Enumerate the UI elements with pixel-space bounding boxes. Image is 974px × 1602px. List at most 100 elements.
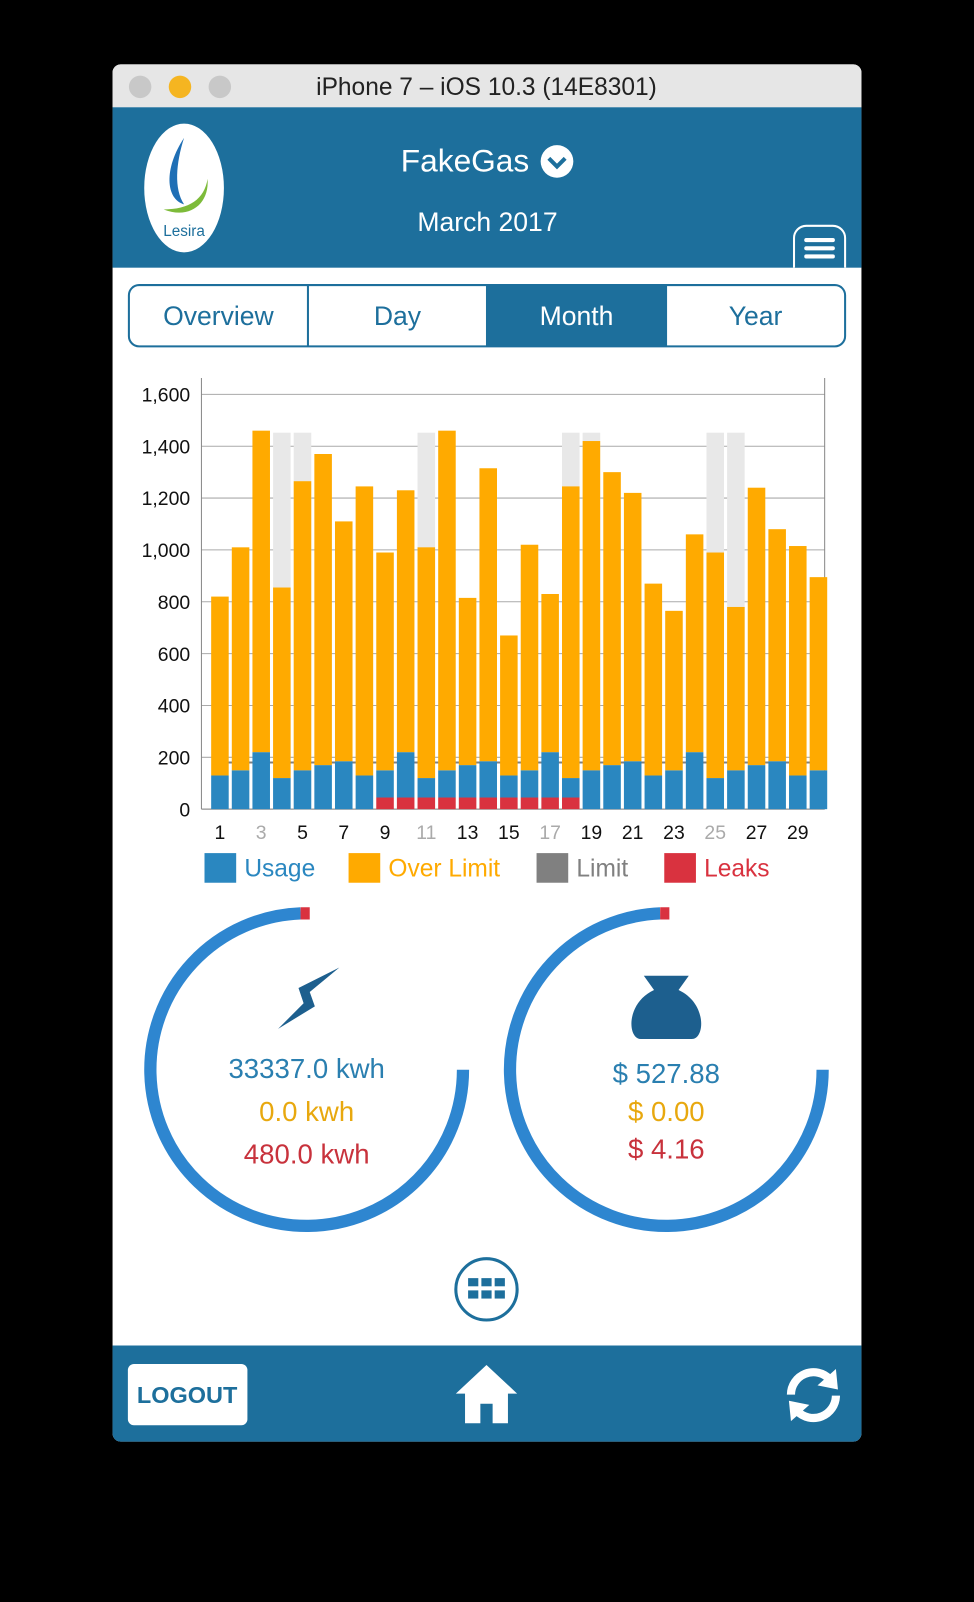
legend-label[interactable]: Leaks xyxy=(704,856,769,883)
logout-button[interactable] xyxy=(127,1363,248,1426)
gauge-over: 0.0 kwh xyxy=(259,1096,354,1127)
bar-segment xyxy=(376,770,394,798)
legend-swatch xyxy=(536,853,569,883)
x-tick-label: 17 xyxy=(539,822,561,844)
bar-segment xyxy=(479,797,497,810)
home-button[interactable] xyxy=(455,1364,518,1424)
legend-label[interactable]: Over Limit xyxy=(388,856,500,883)
bar-segment xyxy=(231,547,250,771)
refresh-arrow xyxy=(788,1400,810,1422)
bar-segment xyxy=(789,775,807,810)
bar-segment xyxy=(458,797,477,810)
bar-segment xyxy=(479,468,497,762)
bar-segment xyxy=(438,770,456,798)
bar-segment xyxy=(211,596,229,776)
legend-label[interactable]: Limit xyxy=(576,856,628,883)
legend-swatch xyxy=(348,853,381,883)
bar-segment xyxy=(293,481,312,771)
period: March 2017 xyxy=(417,207,557,237)
y-tick-label: 1,400 xyxy=(142,436,191,458)
y-tick-label: 600 xyxy=(158,644,191,666)
window-minimize[interactable] xyxy=(168,75,192,99)
bar-segment xyxy=(314,765,332,810)
bar-segment xyxy=(396,752,415,798)
gauge-ring xyxy=(144,907,470,1233)
bar-segment xyxy=(520,797,539,810)
grid-button[interactable] xyxy=(454,1257,519,1322)
title-bar xyxy=(112,64,862,108)
bolt-icon xyxy=(278,967,340,1029)
bar-segment xyxy=(479,761,497,798)
bar-segment xyxy=(334,521,353,762)
x-tick-label: 19 xyxy=(581,822,603,844)
bar-segment xyxy=(706,778,725,810)
bar-segment xyxy=(314,453,332,766)
bar-segment xyxy=(500,775,518,798)
window-close[interactable] xyxy=(128,75,152,99)
tab-selected[interactable] xyxy=(487,285,667,347)
utility-name[interactable]: FakeGas xyxy=(401,143,529,179)
y-tick-label: 200 xyxy=(158,747,191,769)
y-tick-label: 1,600 xyxy=(142,385,191,407)
bar-segment xyxy=(582,770,601,810)
bar-segment xyxy=(582,441,601,771)
bar-segment xyxy=(665,770,683,810)
bar-segment xyxy=(685,752,704,810)
bar-segment xyxy=(623,492,642,762)
bar-segment xyxy=(293,770,312,810)
bar-segment xyxy=(747,765,766,810)
y-tick-label: 1,000 xyxy=(142,540,191,562)
bar-segment xyxy=(665,610,683,771)
x-tick-label: 27 xyxy=(746,822,768,844)
refresh-arrow xyxy=(817,1369,838,1390)
tabs: Overview Day Month Year xyxy=(127,284,847,348)
bar-segment xyxy=(603,472,621,766)
dropdown-icon[interactable] xyxy=(540,145,574,178)
bar-segment xyxy=(211,775,229,810)
window-zoom[interactable] xyxy=(208,75,232,99)
bar-segment xyxy=(438,797,456,810)
bar-segment xyxy=(252,752,270,810)
gauges: 33337.0 kwh 0.0 kwh 480.0 kwh $ 527.88 $ 0.0… xyxy=(144,907,829,1233)
tab-label: Overview xyxy=(163,301,274,331)
bar-segment xyxy=(603,765,621,810)
bar-segment xyxy=(541,752,559,798)
refresh-button[interactable] xyxy=(786,1368,840,1423)
x-tick-label: 3 xyxy=(256,822,267,844)
bar-segment xyxy=(417,778,436,798)
x-tick-label: 25 xyxy=(704,822,726,844)
bar-segment xyxy=(396,490,415,753)
tab-label: Day xyxy=(374,301,422,331)
tab-label: Year xyxy=(729,301,783,331)
bar-segment xyxy=(541,593,559,753)
menu-icon xyxy=(804,238,835,259)
bar-segment xyxy=(520,544,539,771)
bar-segment xyxy=(727,770,745,810)
y-tick-label: 800 xyxy=(158,592,191,614)
money-bag-icon xyxy=(631,975,702,1040)
bar-segment xyxy=(809,577,828,771)
bar-segment xyxy=(500,635,518,776)
bar-segment xyxy=(355,486,374,776)
logout-label: LOGOUT xyxy=(137,1382,238,1408)
bar-segment xyxy=(747,487,766,766)
logo xyxy=(144,123,224,253)
legend-swatch xyxy=(664,853,696,883)
bar-segment xyxy=(706,552,725,779)
grid-icon xyxy=(468,1278,505,1299)
x-tick-label: 21 xyxy=(622,822,644,844)
bar-segment xyxy=(376,797,394,810)
bar-segment xyxy=(644,775,663,810)
bar-segment xyxy=(458,765,477,798)
x-tick-label: 13 xyxy=(457,822,479,844)
dropdown-chevron xyxy=(547,156,567,170)
x-tick-label: 15 xyxy=(498,822,520,844)
bar-segment xyxy=(562,486,580,779)
bar-segment xyxy=(562,797,580,810)
x-tick-label: 9 xyxy=(380,822,391,844)
bar-segment xyxy=(396,797,415,810)
legend-label[interactable]: Usage xyxy=(244,856,315,883)
